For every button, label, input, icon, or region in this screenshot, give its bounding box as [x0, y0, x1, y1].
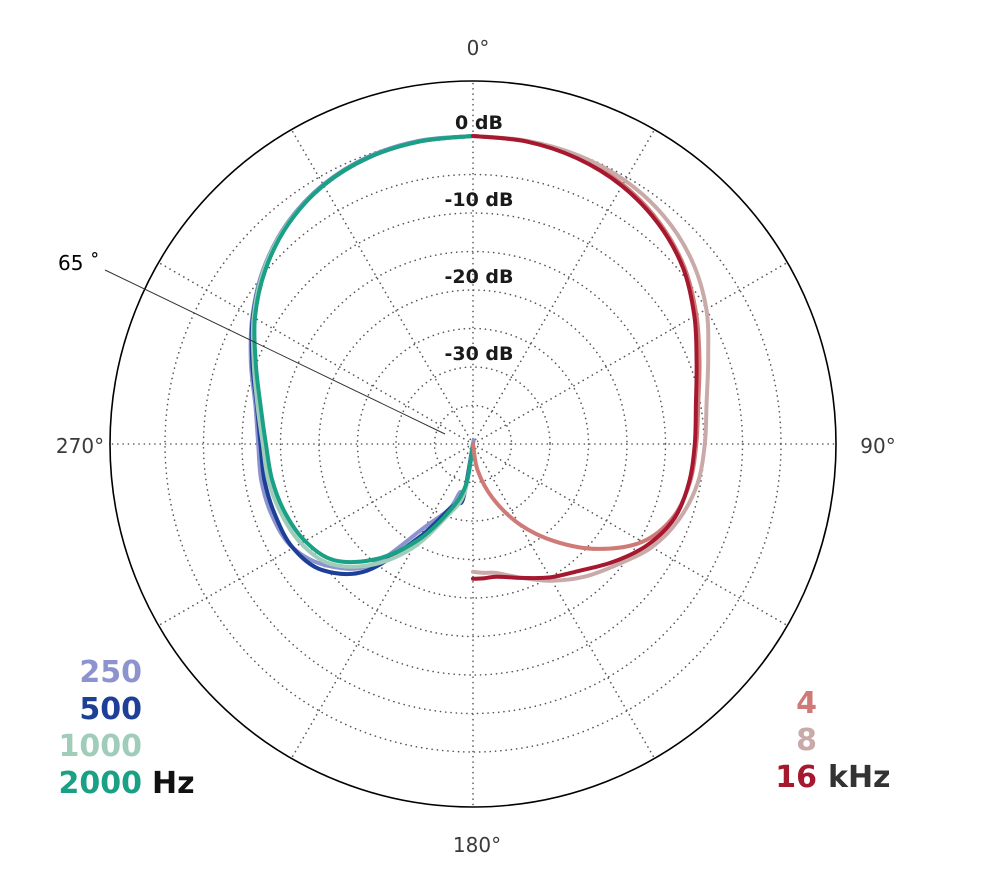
radial-label: -20 dB — [444, 266, 513, 288]
series-layer — [248, 134, 711, 583]
labels-layer: 0° 90° 180° 270° 0 dB -10 dB -20 dB -30 dB 65 ˚ — [56, 36, 896, 857]
grid-circle — [279, 250, 667, 638]
legend-unit-left: Hz — [152, 766, 195, 801]
annotation-label: 65 ˚ — [58, 251, 100, 275]
grid-spoke — [472, 261, 789, 445]
radial-label: -10 dB — [444, 189, 513, 211]
angle-label-180: 180° — [453, 833, 501, 857]
legend-item-16: 16 — [775, 760, 817, 795]
legend-item-4: 4 — [796, 686, 817, 721]
legend-item-2000: 2000 — [59, 766, 143, 801]
angle-label-0: 0° — [467, 36, 490, 60]
radial-label: 0 dB — [455, 112, 503, 134]
grid-spoke — [290, 128, 474, 445]
outer-ring — [109, 80, 837, 808]
radial-label: -30 dB — [444, 343, 513, 365]
angle-label-90: 90° — [860, 434, 895, 458]
series-line-250 — [248, 134, 476, 571]
grid-circle — [433, 404, 513, 484]
grid-spoke — [157, 261, 474, 445]
legend-item-500: 500 — [79, 692, 142, 727]
series-line-1000 — [250, 134, 475, 569]
grid-spoke — [472, 443, 789, 627]
angle-label-270: 270° — [56, 434, 104, 458]
series-line-16 — [471, 134, 699, 581]
series-line-2000 — [252, 134, 475, 565]
legend-item-250: 250 — [79, 655, 142, 690]
annotation-line — [104, 269, 446, 435]
grid-circle — [395, 366, 551, 522]
grid-spoke — [290, 443, 474, 760]
grid-spoke — [472, 443, 656, 760]
grid-spoke — [157, 443, 474, 627]
legend-unit-right: kHz — [828, 760, 891, 795]
grid-circle — [356, 327, 590, 561]
legend-item-1000: 1000 — [59, 729, 143, 764]
legend-item-8: 8 — [796, 723, 817, 758]
